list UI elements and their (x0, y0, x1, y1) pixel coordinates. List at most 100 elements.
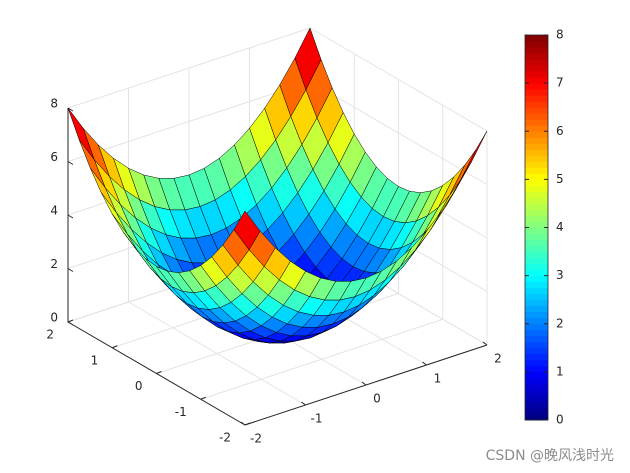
tick-mark (482, 341, 488, 346)
colorbar-segment (525, 257, 548, 265)
tick-mark (422, 361, 427, 366)
tick-mark (240, 421, 246, 426)
colorbar-segment (525, 119, 548, 126)
colorbar-segment (525, 167, 548, 174)
colorbar-tick-label: 0 (556, 413, 564, 427)
tick-mark (200, 396, 206, 400)
colorbar-segment (525, 155, 548, 162)
surface-patch (67, 107, 95, 160)
grid-line (67, 27, 311, 109)
colorbar-segment (525, 125, 548, 132)
colorbar-segment (525, 275, 548, 283)
colorbar-tick-label: 6 (556, 124, 564, 138)
colorbar-segment (525, 77, 548, 84)
colorbar-segment (525, 335, 548, 343)
colorbar-segment (525, 281, 548, 289)
colorbar-segment (525, 173, 548, 180)
colorbar-segment (525, 329, 548, 337)
x-tick-label: -1 (311, 412, 323, 426)
z-tick-label: 4 (50, 204, 58, 218)
colorbar-segment (525, 311, 548, 319)
colorbar-segment (525, 227, 548, 235)
colorbar-segment (525, 131, 548, 138)
colorbar-segment (525, 395, 548, 403)
tick-mark (67, 321, 74, 326)
colorbar-segment (525, 317, 548, 325)
colorbar-segment (525, 113, 548, 120)
colorbar-segment (525, 137, 548, 144)
colorbar-tick-label: 1 (556, 364, 564, 378)
colorbar-segment (525, 35, 548, 42)
colorbar-segment (525, 269, 548, 277)
colorbar-segment (525, 95, 548, 102)
colorbar-segment (525, 107, 548, 114)
tick-mark (67, 268, 74, 272)
tick-mark (67, 214, 74, 219)
tick-mark (244, 422, 251, 426)
colorbar-segment (525, 383, 548, 391)
tick-mark (67, 319, 74, 323)
colorbar-tick-label: 3 (556, 268, 564, 282)
colorbar-segment (525, 203, 548, 210)
colorbar-segment (525, 161, 548, 168)
colorbar-segment (525, 413, 548, 421)
colorbar-segment (525, 179, 548, 186)
z-tick-label: 0 (50, 311, 58, 325)
y-tick-label: 0 (135, 379, 143, 393)
x-tick-label: 2 (494, 352, 502, 366)
surface-patch (233, 210, 261, 250)
watermark: CSDN @晚风浅时光 (486, 448, 614, 464)
colorbar-segment (525, 41, 548, 48)
colorbar-segment (525, 389, 548, 397)
colorbar-segment (525, 89, 548, 96)
colorbar-segment (525, 371, 548, 379)
colorbar-segment (525, 299, 548, 307)
colorbar-tick-label: 5 (556, 172, 564, 186)
colorbar-segment (525, 251, 548, 259)
colorbar-segment (525, 359, 548, 367)
colorbar-segment (525, 377, 548, 385)
colorbar-tick-label: 2 (556, 316, 564, 330)
colorbar-segment (525, 263, 548, 271)
colorbar-segment (525, 245, 548, 253)
z-tick-label: 2 (50, 257, 58, 271)
colorbar-segment (525, 239, 548, 247)
colorbar-segment (525, 209, 548, 216)
colorbar-segment (525, 407, 548, 415)
y-tick-label: 1 (91, 353, 99, 367)
colorbar-segment (525, 83, 548, 90)
grid-line (309, 81, 488, 185)
colorbar-segment (525, 191, 548, 198)
colorbar-segment (525, 185, 548, 192)
colorbar-tick-label: 7 (556, 76, 564, 90)
grid-line (200, 318, 443, 400)
colorbar-segment (525, 149, 548, 156)
x-tick-label: -2 (250, 432, 262, 446)
surface-patch (449, 149, 477, 196)
tick-mark (67, 161, 74, 165)
colorbar-segment (525, 53, 548, 60)
tick-mark (67, 107, 74, 112)
colorbar-segment (525, 233, 548, 241)
x-tick-label: 1 (434, 372, 442, 386)
colorbar-segment (525, 59, 548, 66)
colorbar-segment (525, 71, 548, 78)
colorbar-segment (525, 215, 548, 222)
colorbar-segment (525, 305, 548, 313)
grid-line (309, 27, 488, 132)
tick-mark (361, 381, 367, 386)
colorbar-segment (525, 287, 548, 295)
colorbar-segment (525, 197, 548, 204)
colorbar-segment (525, 401, 548, 409)
tick-mark (301, 401, 306, 406)
colorbar-tick-label: 4 (556, 220, 564, 234)
colorbar-segment (525, 293, 548, 301)
tick-mark (156, 371, 162, 374)
colorbar-segment (525, 143, 548, 150)
x-tick-label: 0 (373, 392, 381, 406)
y-tick-label: -2 (219, 431, 231, 445)
colorbar-segment (525, 47, 548, 54)
surface-patch (294, 27, 322, 90)
colorbar-segment (525, 101, 548, 108)
